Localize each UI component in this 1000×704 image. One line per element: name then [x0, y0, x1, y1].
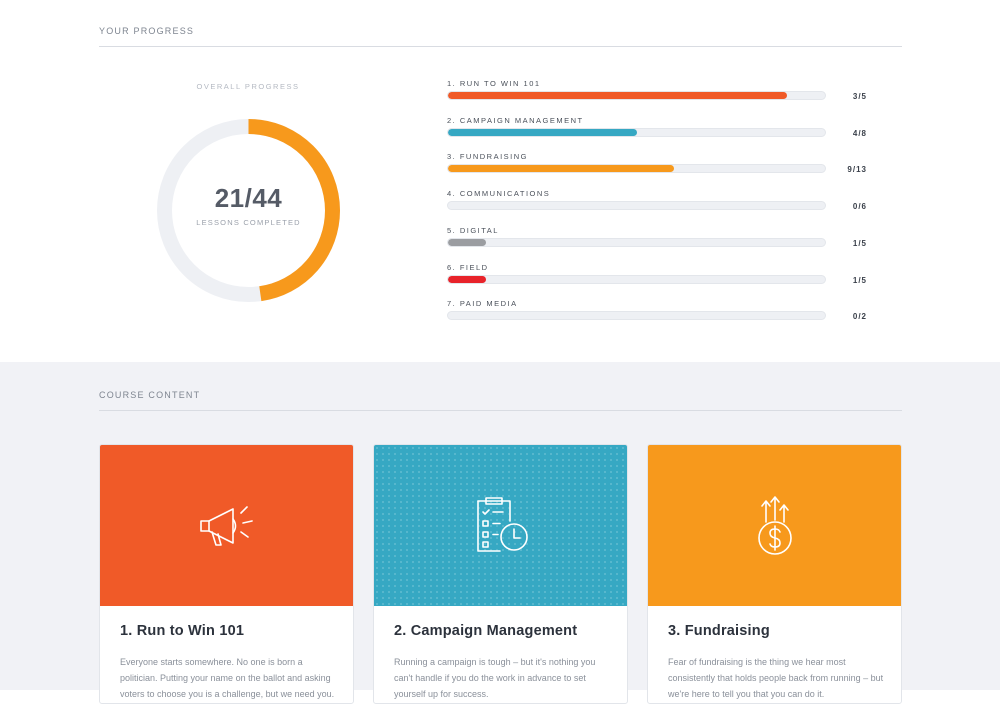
- course-card-description: Fear of fundraising is the thing we hear…: [668, 657, 884, 699]
- course-progress-fill: [448, 239, 486, 246]
- progress-divider: [99, 46, 902, 47]
- course-progress-label: 6. FIELD: [447, 263, 489, 272]
- course-card-description: Everyone starts somewhere. No one is bor…: [120, 657, 335, 699]
- course-progress-count: 1/5: [852, 276, 867, 285]
- money-growth-icon: [757, 495, 792, 555]
- course-progress-fill: [448, 129, 637, 136]
- course-card-run-to-win[interactable]: 1. Run to Win 101 Everyone starts somewh…: [99, 444, 354, 704]
- course-progress-row[interactable]: 4. COMMUNICATIONS 0/6: [447, 189, 877, 217]
- course-card-campaign-management[interactable]: 2. Campaign Management Running a campaig…: [373, 444, 628, 704]
- megaphone-icon: [199, 505, 253, 546]
- course-progress-row[interactable]: 1. RUN TO WIN 101 3/5: [447, 79, 877, 107]
- checklist-clock-icon: [476, 496, 528, 552]
- course-progress-label: 4. COMMUNICATIONS: [447, 189, 551, 198]
- course-progress-label: 3. FUNDRAISING: [447, 152, 529, 161]
- course-card-title: 2. Campaign Management: [394, 623, 578, 639]
- course-progress-count: 3/5: [852, 92, 867, 101]
- course-progress-row[interactable]: 7. PAID MEDIA 0/2: [447, 299, 877, 327]
- course-progress-count: 4/8: [852, 129, 867, 138]
- course-progress-label: 1. RUN TO WIN 101: [447, 79, 541, 88]
- course-progress-fill: [448, 276, 486, 283]
- course-progress-count: 0/6: [852, 202, 867, 211]
- course-progress-label: 7. PAID MEDIA: [447, 299, 518, 308]
- course-progress-row[interactable]: 6. FIELD 1/5: [447, 263, 877, 291]
- course-progress-track: [447, 201, 826, 210]
- overall-progress-donut: 21/44 LESSONS COMPLETED: [155, 117, 342, 304]
- course-card-hero: [374, 445, 627, 606]
- progress-section-title: YOUR PROGRESS: [99, 26, 195, 36]
- course-content-title: COURSE CONTENT: [99, 390, 201, 400]
- course-progress-row[interactable]: 3. FUNDRAISING 9/13: [447, 152, 877, 180]
- course-card-description: Running a campaign is tough – but it's n…: [394, 657, 596, 699]
- course-content-divider: [99, 410, 902, 411]
- course-progress-track: [447, 311, 826, 320]
- course-progress-row[interactable]: 5. DIGITAL 1/5: [447, 226, 877, 254]
- course-card-fundraising[interactable]: 3. Fundraising Fear of fundraising is th…: [647, 444, 902, 704]
- overall-progress-label: OVERALL PROGRESS: [196, 82, 300, 91]
- course-progress-track: [447, 238, 826, 247]
- course-card-hero: [100, 445, 353, 606]
- course-card-title: 1. Run to Win 101: [120, 623, 245, 639]
- course-progress-label: 5. DIGITAL: [447, 226, 499, 235]
- course-card-title: 3. Fundraising: [668, 623, 770, 639]
- course-progress-label: 2. CAMPAIGN MANAGEMENT: [447, 116, 584, 125]
- progress-section: YOUR PROGRESS OVERALL PROGRESS 21/44 LES…: [99, 26, 902, 327]
- course-progress-track: [447, 164, 826, 173]
- course-progress-count: 1/5: [852, 239, 867, 248]
- course-progress-fill: [448, 92, 788, 99]
- course-progress-fill: [448, 165, 675, 172]
- course-progress-track: [447, 275, 826, 284]
- course-progress-count: 0/2: [852, 312, 867, 321]
- lessons-completed-label: LESSONS COMPLETED: [196, 218, 301, 227]
- lessons-completed-count: 21/44: [214, 183, 283, 213]
- course-progress-row[interactable]: 2. CAMPAIGN MANAGEMENT 4/8: [447, 116, 877, 144]
- course-progress-track: [447, 91, 826, 100]
- donut-progress-arc: [157, 119, 340, 302]
- course-card-hero: [648, 445, 901, 606]
- course-progress-track: [447, 128, 826, 137]
- course-progress-count: 9/13: [847, 165, 867, 174]
